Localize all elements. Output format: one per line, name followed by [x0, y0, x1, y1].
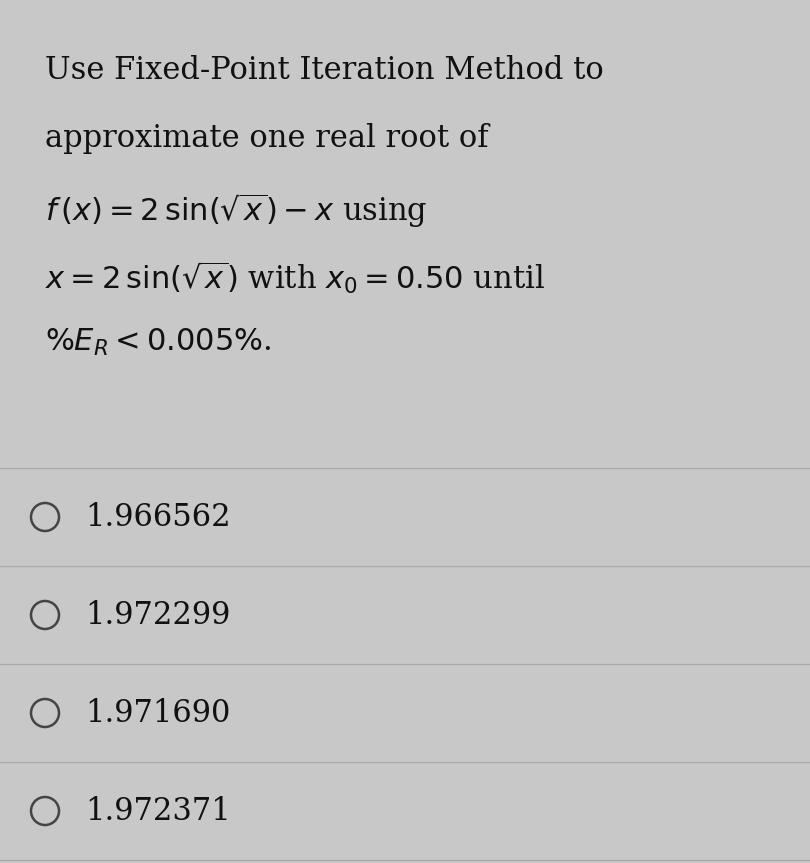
Text: $x = 2\,\sin(\sqrt{x})$ with $x_0 = 0.50$ until: $x = 2\,\sin(\sqrt{x})$ with $x_0 = 0.50…	[45, 259, 545, 296]
Text: 1.966562: 1.966562	[85, 501, 231, 532]
Text: 1.971690: 1.971690	[85, 697, 230, 728]
Text: 1.972371: 1.972371	[85, 796, 231, 827]
Text: approximate one real root of: approximate one real root of	[45, 123, 488, 154]
Text: Use Fixed-Point Iteration Method to: Use Fixed-Point Iteration Method to	[45, 55, 603, 86]
Text: 1.972299: 1.972299	[85, 600, 230, 631]
Text: $f\,(x) = 2\,\sin(\sqrt{x}) - x$ using: $f\,(x) = 2\,\sin(\sqrt{x}) - x$ using	[45, 191, 428, 230]
Text: $\%E_R < 0.005\%$.: $\%E_R < 0.005\%$.	[45, 327, 271, 358]
